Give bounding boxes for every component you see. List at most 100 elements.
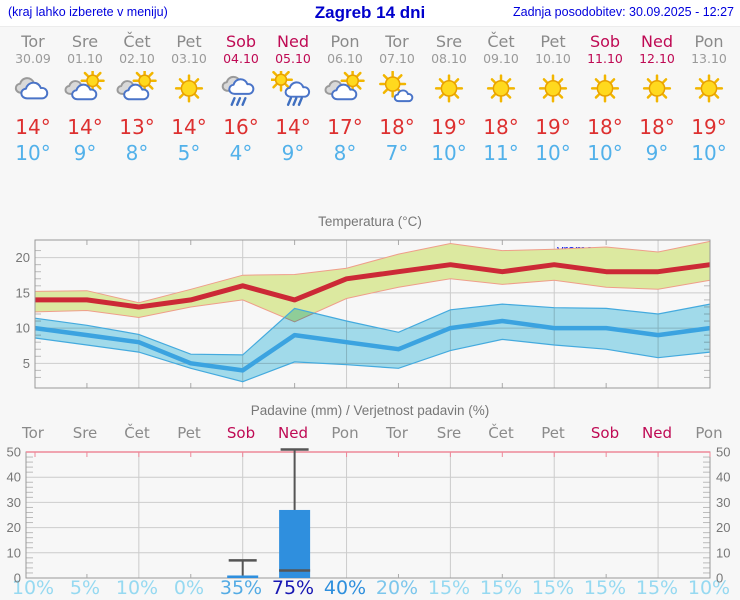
precip-probability: 0% xyxy=(173,577,205,599)
day-low-temp: 9° xyxy=(645,141,669,165)
forecast-day-column: Ned 12.10 18° 9° xyxy=(631,32,683,167)
day-high-temp: 14° xyxy=(275,115,311,139)
forecast-day-column: Sre 01.10 14° 9° xyxy=(59,32,111,167)
precip-probability: 15% xyxy=(479,577,523,599)
day-name: Tor xyxy=(21,32,45,51)
day-name: Pon xyxy=(330,32,360,51)
forecast-strip: Tor 30.09 14° 10° Sre 01.10 14° 9° Čet 02.10 13° 8°… xyxy=(7,32,735,167)
day-icon-slot xyxy=(215,67,267,113)
partly-cloudy-icon xyxy=(116,68,157,101)
forecast-day-column: Ned 05.10 14° 9° xyxy=(267,32,319,167)
svg-text:10: 10 xyxy=(716,545,730,560)
precip-probability: 5% xyxy=(69,577,101,599)
forecast-day-column: Pon 13.10 19° 10° xyxy=(683,32,735,167)
svg-text:30: 30 xyxy=(716,495,730,510)
day-icon-slot xyxy=(111,67,163,113)
precip-day-label: Tor xyxy=(386,424,408,442)
day-name: Tor xyxy=(385,32,409,51)
precip-day-label: Čet xyxy=(124,424,150,442)
day-icon-slot xyxy=(579,67,631,113)
day-name: Ned xyxy=(277,32,309,51)
svg-text:0: 0 xyxy=(716,571,723,586)
day-name: Čet xyxy=(487,32,515,51)
svg-text:40: 40 xyxy=(716,470,730,485)
precip-day-label: Sre xyxy=(436,424,462,442)
day-name: Pon xyxy=(694,32,724,51)
day-icon-slot xyxy=(7,67,59,113)
header-bar: (kraj lahko izberete v meniju) Zagreb 14… xyxy=(0,0,740,27)
day-high-temp: 18° xyxy=(587,115,623,139)
svg-text:20: 20 xyxy=(716,520,730,535)
day-date: 01.10 xyxy=(67,51,103,66)
sunny-icon xyxy=(538,74,568,103)
day-name: Sob xyxy=(225,32,257,51)
day-date: 10.10 xyxy=(535,51,571,66)
day-date: 04.10 xyxy=(223,51,259,66)
partly-cloudy-icon xyxy=(324,68,365,101)
sunny-icon xyxy=(486,74,516,103)
day-icon-slot xyxy=(527,67,579,113)
day-low-temp: 4° xyxy=(229,141,253,165)
svg-text:30: 30 xyxy=(7,495,21,510)
precip-day-label: Pet xyxy=(177,424,201,442)
precip-day-label: Pon xyxy=(695,424,723,442)
day-icon-slot xyxy=(423,67,475,113)
day-name: Pet xyxy=(176,32,202,51)
precip-probability-row: 10% 5% 10% 0% 35% 75% 40% 20% 15% 15% 15% 15% 15% 10% xyxy=(7,577,735,599)
precip-probability: 10% xyxy=(115,577,159,599)
rain-icon xyxy=(221,75,255,106)
day-low-temp: 10° xyxy=(587,141,623,165)
day-high-temp: 18° xyxy=(483,115,519,139)
day-date: 06.10 xyxy=(327,51,363,66)
precip-probability: 15% xyxy=(427,577,471,599)
day-low-temp: 10° xyxy=(431,141,467,165)
day-high-temp: 19° xyxy=(431,115,467,139)
day-icon-slot xyxy=(683,67,735,113)
svg-text:40: 40 xyxy=(7,470,21,485)
day-date: 12.10 xyxy=(639,51,675,66)
day-date: 07.10 xyxy=(379,51,415,66)
svg-text:10: 10 xyxy=(7,545,21,560)
day-icon-slot xyxy=(631,67,683,113)
day-date: 08.10 xyxy=(431,51,467,66)
precip-day-label: Pet xyxy=(541,424,565,442)
cloudy-icon xyxy=(14,77,49,100)
day-icon-slot xyxy=(267,67,319,113)
day-low-temp: 10° xyxy=(535,141,571,165)
precip-day-label: Sob xyxy=(590,424,620,442)
day-high-temp: 14° xyxy=(67,115,103,139)
svg-text:50: 50 xyxy=(716,445,730,460)
day-low-temp: 8° xyxy=(333,141,357,165)
forecast-day-column: Sob 11.10 18° 10° xyxy=(579,32,631,167)
sunny-icon xyxy=(434,74,464,103)
precip-probability: 75% xyxy=(271,577,315,599)
day-high-temp: 16° xyxy=(223,115,259,139)
precip-day-label: Čet xyxy=(488,424,514,442)
day-date: 11.10 xyxy=(587,51,623,66)
day-low-temp: 8° xyxy=(125,141,149,165)
precip-day-label: Ned xyxy=(278,424,308,442)
forecast-day-column: Tor 30.09 14° 10° xyxy=(7,32,59,167)
day-date: 30.09 xyxy=(15,51,51,66)
partly-cloudy-icon xyxy=(64,68,105,101)
forecast-day-column: Čet 02.10 13° 8° xyxy=(111,32,163,167)
precip-probability: 15% xyxy=(635,577,679,599)
day-icon-slot xyxy=(59,67,111,113)
day-low-temp: 5° xyxy=(177,141,201,165)
day-low-temp: 10° xyxy=(691,141,727,165)
sun-rain-icon xyxy=(269,67,311,106)
svg-text:10: 10 xyxy=(16,321,30,336)
menu-hint-text: (kraj lahko izberete v meniju) xyxy=(8,5,168,19)
day-icon-slot xyxy=(475,67,527,113)
precipitation-chart-title: Padavine (mm) / Verjetnost padavin (%) xyxy=(250,403,490,418)
sunny-icon xyxy=(642,74,672,103)
day-low-temp: 10° xyxy=(15,141,51,165)
day-date: 03.10 xyxy=(171,51,207,66)
day-date: 13.10 xyxy=(691,51,727,66)
day-icon-slot xyxy=(319,67,371,113)
precip-probability: 40% xyxy=(323,577,367,599)
precip-day-label: Sob xyxy=(226,424,256,442)
svg-text:20: 20 xyxy=(7,520,21,535)
